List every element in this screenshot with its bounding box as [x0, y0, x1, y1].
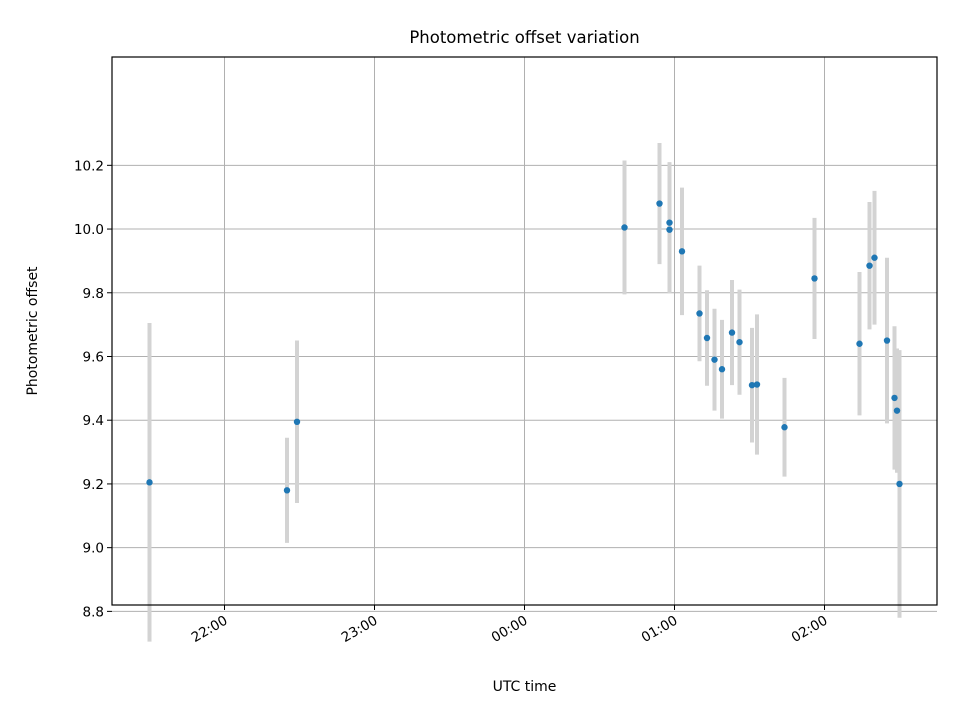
data-point	[146, 479, 153, 486]
y-axis-title: Photometric offset	[25, 266, 41, 396]
data-point	[871, 254, 878, 261]
y-tick-label: 10.2	[74, 158, 104, 174]
y-tick-label: 9.6	[83, 349, 104, 365]
data-point	[856, 340, 863, 347]
data-point	[893, 407, 901, 414]
y-tick-label: 9.4	[83, 413, 104, 429]
data-point	[883, 337, 891, 344]
y-tick-label: 9.0	[83, 541, 104, 557]
data-points	[146, 200, 903, 494]
data-point	[711, 356, 718, 363]
data-point	[896, 480, 903, 488]
y-axis-ticks: 8.8 9.0 9.2 9.4 9.6 9.8 10.0 10.2	[74, 158, 112, 620]
data-point	[666, 219, 673, 226]
data-point	[866, 262, 873, 269]
data-point	[293, 418, 301, 426]
data-point	[666, 226, 673, 233]
data-point	[678, 248, 686, 255]
y-tick-label: 8.8	[83, 604, 104, 620]
data-point	[696, 310, 703, 317]
data-point	[811, 275, 818, 282]
data-point	[718, 366, 726, 373]
data-point	[656, 200, 663, 207]
data-point	[703, 334, 711, 342]
data-point	[728, 329, 736, 336]
data-point	[736, 338, 743, 346]
data-point	[283, 487, 291, 494]
chart-title: Photometric offset variation	[409, 28, 639, 47]
y-tick-label: 9.2	[83, 477, 104, 493]
data-point	[891, 394, 898, 402]
y-tick-label: 10.0	[74, 222, 104, 238]
data-point	[748, 381, 756, 389]
y-tick-label: 9.8	[83, 286, 104, 302]
data-point	[621, 224, 628, 231]
data-point	[781, 424, 788, 431]
grid-lines	[112, 57, 937, 612]
x-axis-title: UTC time	[493, 679, 557, 695]
data-point	[753, 381, 761, 388]
